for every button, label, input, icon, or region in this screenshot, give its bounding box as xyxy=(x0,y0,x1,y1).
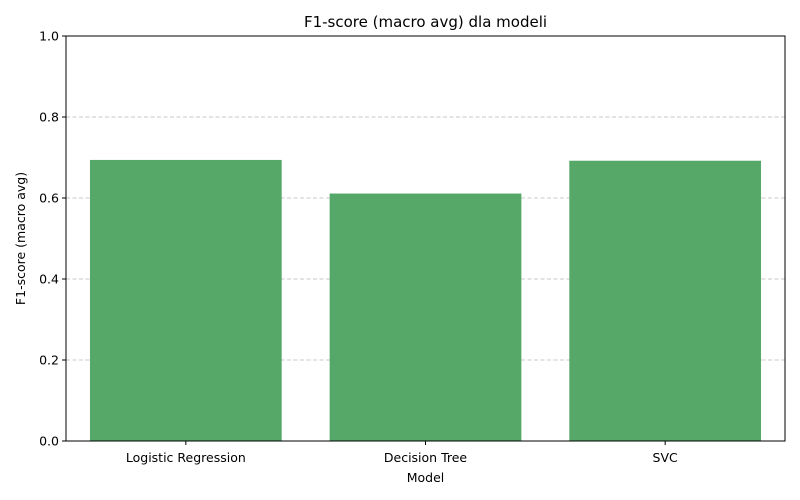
y-tick-label: 0.0 xyxy=(39,434,59,449)
y-tick-label: 0.8 xyxy=(39,110,59,125)
x-tick-label: Logistic Regression xyxy=(126,450,246,465)
bar-decision-tree xyxy=(329,193,522,441)
bars xyxy=(89,159,762,442)
x-tick-label: SVC xyxy=(653,450,678,465)
y-tick-label: 0.6 xyxy=(39,191,59,206)
y-axis-ticks: 0.0 0.2 0.4 0.6 0.8 1.0 xyxy=(39,29,66,449)
bar-svc xyxy=(569,160,762,442)
y-tick-label: 0.4 xyxy=(39,272,59,287)
bar-logistic-regression xyxy=(89,159,282,441)
x-axis-title: Model xyxy=(407,470,445,485)
chart-title: F1-score (macro avg) dla modeli xyxy=(304,13,547,31)
y-tick-label: 0.2 xyxy=(39,353,59,368)
x-axis-ticks: Logistic Regression Decision Tree SVC xyxy=(126,441,678,465)
x-tick-label: Decision Tree xyxy=(384,450,468,465)
y-tick-label: 1.0 xyxy=(39,29,59,44)
y-axis-title: F1-score (macro avg) xyxy=(13,172,28,305)
